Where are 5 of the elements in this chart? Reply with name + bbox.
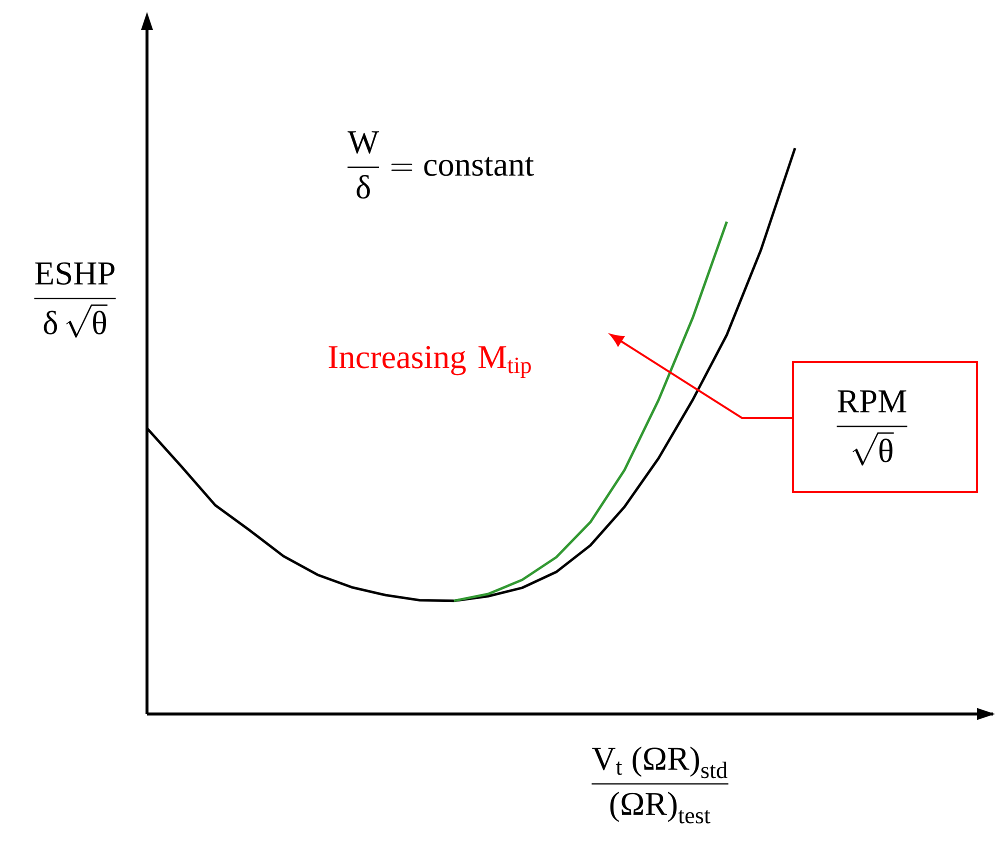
y-axis-title: $\frac{\text{ESHP}}{\text{δ}\,\sqrt{\text{θ}}}$	[34, 262, 116, 338]
text: $\frac{\text{RPM}}{\sqrt{\text{θ}}}$	[836, 390, 908, 466]
annotation: $\frac{\text{W}}{\text{δ}} = \text{constant}$	[348, 131, 534, 199]
annotation: Increasing M$_{tip}$	[328, 346, 531, 378]
x-axis-title: $\frac{\text{V}_{\text{t}}\ \text{(ΩR)}_{\text{std}}}{\text{(ΩR)}_{\text{test}}}$	[592, 746, 728, 824]
